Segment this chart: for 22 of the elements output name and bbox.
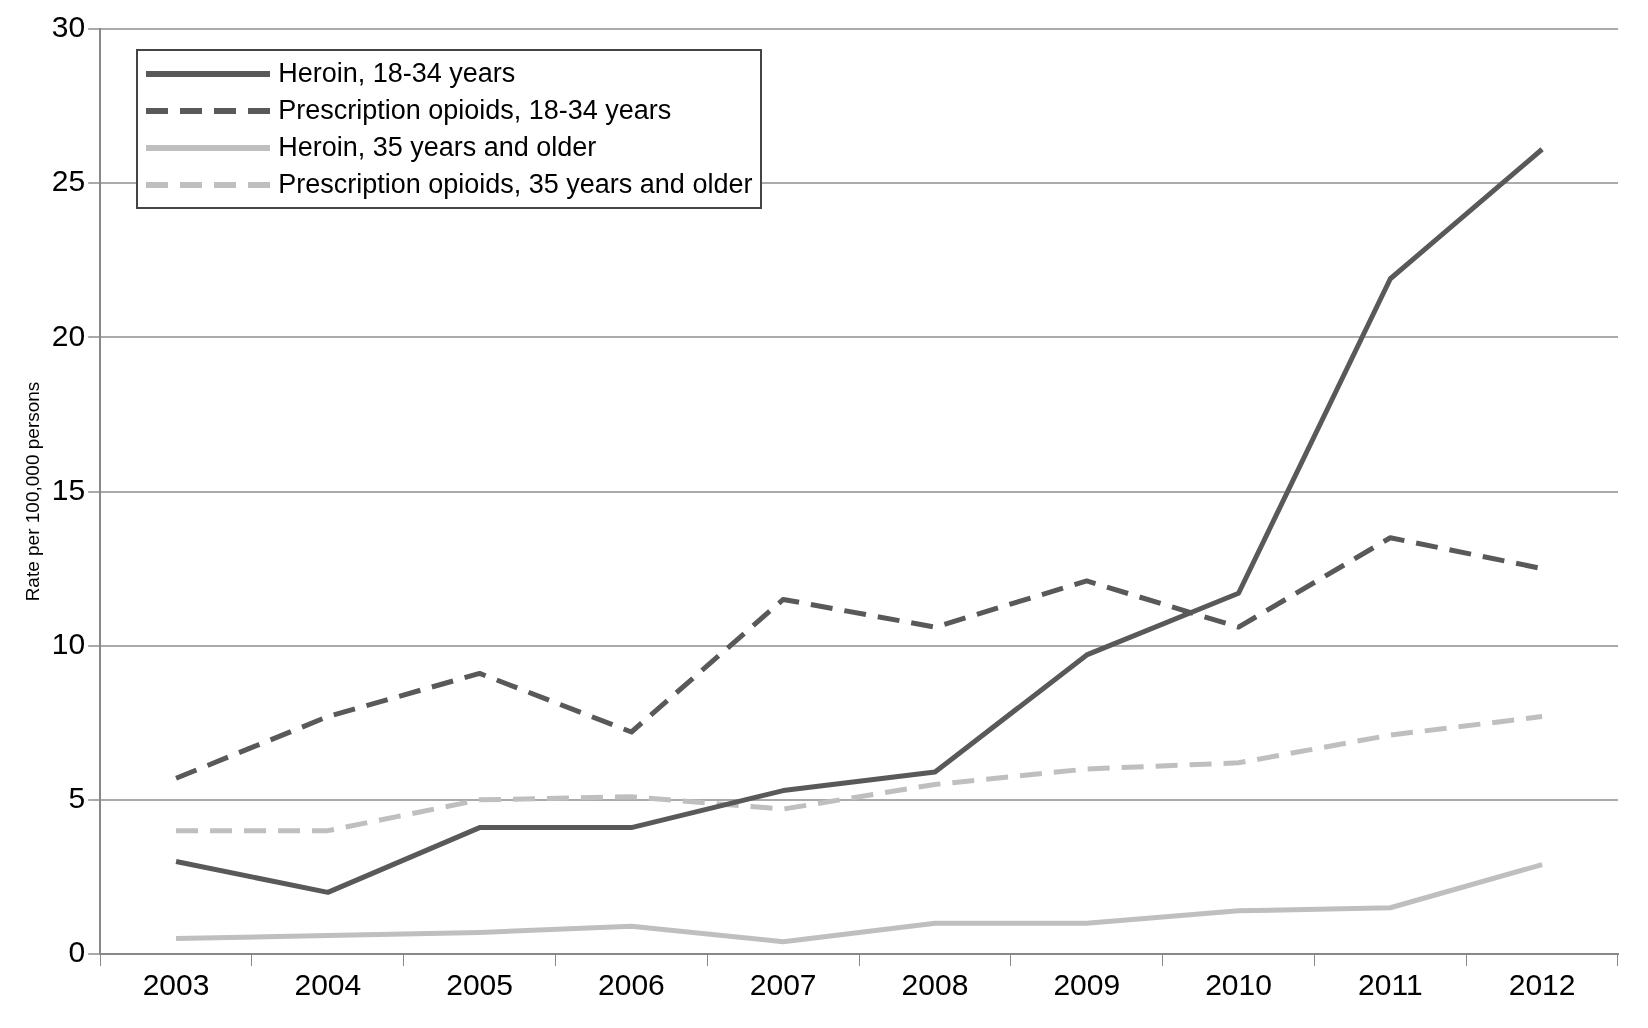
x-tick-label: 2005 xyxy=(446,968,513,1002)
y-tick-label: 20 xyxy=(51,318,86,352)
y-tick-label: 5 xyxy=(68,781,86,815)
x-tick-label: 2011 xyxy=(1358,968,1423,1002)
y-tick-label: 0 xyxy=(68,935,86,969)
x-tick-label: 2007 xyxy=(749,968,817,1002)
y-tick-label: 30 xyxy=(51,10,86,44)
legend-label: Prescription opioids, 18-34 years xyxy=(278,95,672,126)
x-tick-label: 2009 xyxy=(1053,968,1121,1002)
x-tick-label: 2012 xyxy=(1508,968,1576,1002)
x-tick-label: 2010 xyxy=(1205,968,1272,1002)
y-tick-label: 10 xyxy=(51,626,86,660)
y-tick-label: 25 xyxy=(51,164,86,198)
x-tick-label: 2006 xyxy=(598,968,665,1002)
y-axis-title: Rate per 100,000 persons xyxy=(21,381,43,602)
x-tick-label: 2008 xyxy=(901,968,969,1002)
legend-label: Heroin, 35 years and older xyxy=(278,132,597,163)
legend-label: Prescription opioids, 35 years and older xyxy=(278,169,753,200)
x-tick-label: 2003 xyxy=(142,968,210,1002)
x-tick-label: 2004 xyxy=(294,968,362,1002)
legend-label: Heroin, 18-34 years xyxy=(278,58,516,89)
y-tick-label: 15 xyxy=(51,472,86,506)
